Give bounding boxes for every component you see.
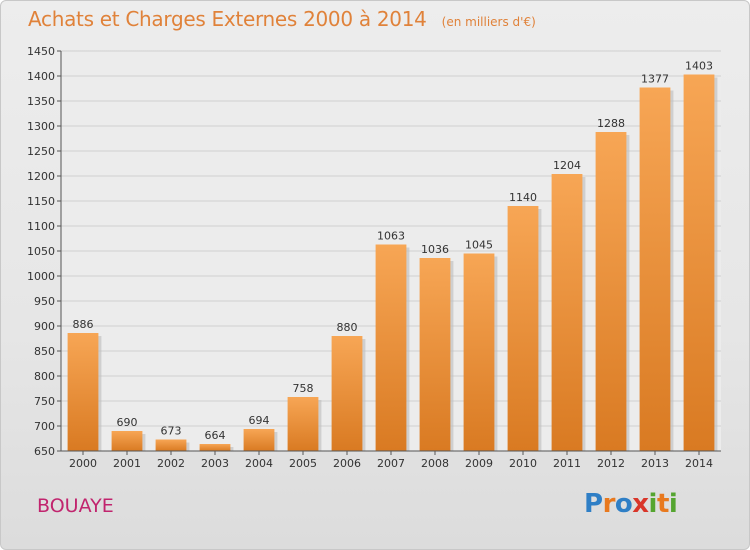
bar-2010 [507,206,539,451]
y-tick-label: 750 [34,395,55,408]
logo-letter: x [632,489,649,519]
logo-letter: t [656,489,669,519]
logo-letter: i [648,489,658,519]
y-tick-label: 1250 [27,145,55,158]
value-label-2014: 1403 [685,60,713,73]
y-tick-label: 1150 [27,195,55,208]
bar-2007 [375,244,407,451]
bar-2008 [419,258,451,451]
x-tick-label-2000: 2000 [69,457,97,470]
y-tick-label: 1350 [27,95,55,108]
value-label-2009: 1045 [465,239,493,252]
value-label-2012: 1288 [597,117,625,130]
town-name: BOUAYE [37,495,114,517]
x-tick-label-2009: 2009 [465,457,493,470]
bar-2001 [111,431,143,451]
x-tick-label-2001: 2001 [113,457,141,470]
chart-unit: (en milliers d'€) [441,15,536,29]
y-tick-label: 1400 [27,70,55,83]
value-label-2007: 1063 [377,230,405,243]
bar-2014 [683,74,715,451]
value-label-2000: 886 [73,318,94,331]
x-tick-label-2008: 2008 [421,457,449,470]
bar-layer [67,74,718,451]
y-tick-label: 700 [34,420,55,433]
y-tick-label: 900 [34,320,55,333]
x-tick-label-2012: 2012 [597,457,625,470]
bar-2003 [199,444,231,451]
bar-2002 [155,439,187,451]
bar-2012 [595,132,627,451]
y-tick-label: 1450 [27,45,55,58]
value-label-2002: 673 [161,425,182,438]
x-tick-label-2010: 2010 [509,457,537,470]
y-tick-label: 1100 [27,220,55,233]
y-tick-label: 1050 [27,245,55,258]
value-label-2003: 664 [205,429,226,442]
chart-title: Achats et Charges Externes 2000 à 2014 [28,7,427,31]
y-tick-label: 650 [34,445,55,458]
value-label-2001: 690 [117,416,138,429]
x-tick-label-2014: 2014 [685,457,713,470]
y-tick-label: 850 [34,345,55,358]
bar-2013 [639,87,671,451]
y-tick-label: 800 [34,370,55,383]
x-tick-label-2002: 2002 [157,457,185,470]
bar-2004 [243,429,275,451]
value-label-2011: 1204 [553,159,581,172]
x-tick-label-2003: 2003 [201,457,229,470]
y-tick-label: 950 [34,295,55,308]
logo-letter: i [668,489,678,519]
value-label-2013: 1377 [641,73,669,86]
value-label-2010: 1140 [509,191,537,204]
bar-2009 [463,253,495,451]
x-tick-label-2007: 2007 [377,457,405,470]
x-tick-label-2013: 2013 [641,457,669,470]
y-tick-label: 1200 [27,170,55,183]
value-label-2006: 880 [337,321,358,334]
title-row: Achats et Charges Externes 2000 à 2014 (… [28,7,536,31]
x-tick-label-2011: 2011 [553,457,581,470]
value-label-2008: 1036 [421,243,449,256]
logo-letter: P [584,489,603,519]
logo-letter: o [614,489,633,519]
x-tick-label-2006: 2006 [333,457,361,470]
y-tick-label: 1300 [27,120,55,133]
label-layer: 886 690 673 664 694 758 880 1063 1036 1045 1140 120… [73,60,714,443]
value-label-2004: 694 [249,414,270,427]
bar-2000 [67,333,99,451]
y-tick-label: 1000 [27,270,55,283]
bar-2005 [287,397,319,451]
proxiti-logo: Proxiti [584,489,678,519]
x-tick-label-2004: 2004 [245,457,273,470]
x-tick-label-2005: 2005 [289,457,317,470]
value-label-2005: 758 [293,382,314,395]
bar-2006 [331,336,363,451]
bar-2011 [551,174,583,451]
logo-letter: r [602,489,616,519]
axis-layer: 650 700 750 800 850 900 950 1000 1050 1100 1150 120… [27,45,721,470]
